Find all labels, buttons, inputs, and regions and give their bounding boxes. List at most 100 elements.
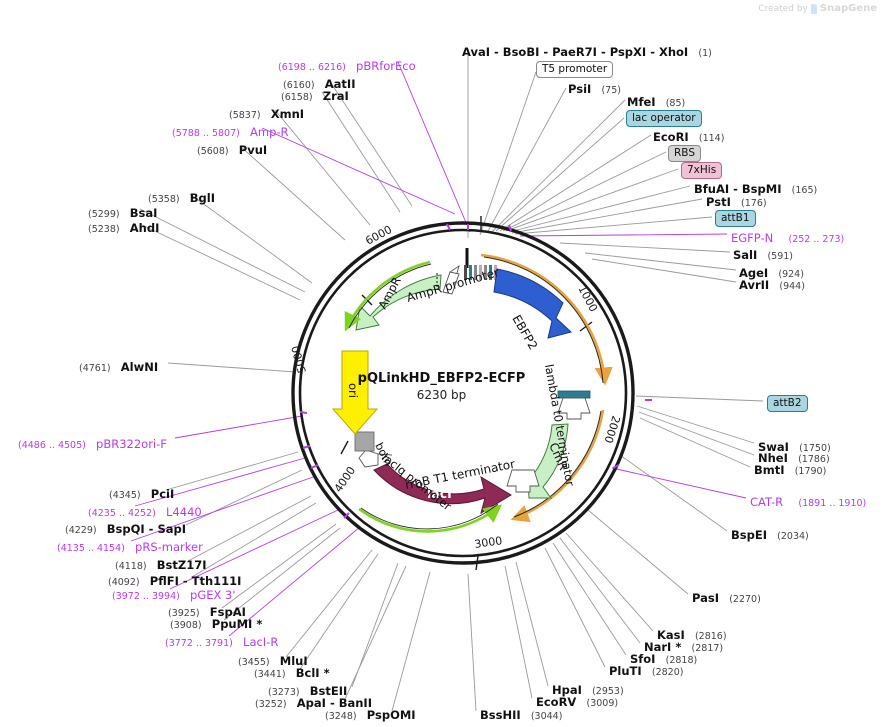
enzyme-label-xmni[interactable]: (5837) XmnI [229, 105, 304, 121]
enzyme-label-sfoi[interactable]: SfoI (2818) [630, 650, 697, 666]
enzyme-label-swai[interactable]: SwaI (1750) [758, 438, 831, 454]
leader-lines-gray [139, 52, 764, 712]
enzyme-label-nari[interactable]: NarI * (2817) [644, 638, 723, 654]
enzyme-label-hpai[interactable]: HpaI (2953) [552, 681, 624, 697]
promoter-arcs [344, 260, 503, 533]
enzyme-name: ZraI [322, 89, 349, 103]
enzyme-position: (85) [665, 98, 686, 109]
enzyme-label-bspei[interactable]: BspEI (2034) [731, 526, 809, 542]
tick-label-4000: 4000 [332, 464, 358, 494]
watermark-prefix: Created by [758, 3, 808, 14]
enzyme-label-ppumi[interactable]: (3908) PpuMI * [170, 615, 262, 631]
enzyme-name: MfeI [627, 95, 656, 109]
enzyme-name: SwaI [758, 440, 789, 454]
enzyme-label-ecorv[interactable]: EcoRV (3009) [536, 693, 618, 709]
enzyme-label-bcli[interactable]: (3441) BclI * [254, 664, 330, 680]
enzyme-label-ahdi[interactable]: (5238) AhdI [88, 219, 159, 235]
enzyme-name: AvrII [739, 278, 770, 292]
enzyme-name: BclI * [295, 666, 330, 680]
enzyme-label-avai-group[interactable]: AvaI - BsoBI - PaeR7I - PspXI - XhoI (1) [462, 43, 712, 59]
enzyme-label-psti[interactable]: PstI (176) [706, 193, 767, 209]
enzyme-label-bgli[interactable]: (5358) BglI [148, 189, 215, 205]
watermark-brand: SnapGene [819, 3, 877, 14]
chip-t5-promoter[interactable]: T5 promoter [536, 61, 614, 79]
snapgene-watermark: Created by SnapGene [758, 3, 877, 14]
feature-rrnb-terminator [506, 469, 540, 493]
enzyme-name: BfuAI - BspMI [694, 182, 782, 196]
ebfp2-label: EBFP2 [509, 313, 540, 353]
feature-label-l4440[interactable]: (4235 .. 4252) L4440 [88, 503, 202, 519]
chip-rbs[interactable]: RBS [668, 145, 701, 163]
leader-lines-purple [130, 61, 747, 637]
enzyme-label-psii[interactable]: PsiI (75) [568, 80, 621, 96]
chip-7xhis[interactable]: 7xHis [681, 162, 723, 180]
enzyme-name: PasI [692, 591, 720, 605]
enzyme-label-alwni[interactable]: (4761) AlwNI [79, 358, 158, 374]
enzyme-label-mfei[interactable]: MfeI (85) [627, 93, 685, 109]
enzyme-label-bsshii[interactable]: BssHII (3044) [480, 706, 562, 722]
enzyme-label-sali[interactable]: SalI (591) [733, 246, 793, 262]
feature-label-cat-r[interactable]: CAT-R (1891 .. 1910) [750, 493, 866, 509]
feature-name: CAT-R [750, 495, 784, 509]
feature-position: (1891 .. 1910) [798, 498, 867, 509]
enzyme-label-bmti[interactable]: BmtI (1790) [754, 461, 826, 477]
enzyme-name: BspEI [731, 528, 767, 542]
enzyme-label-bsai[interactable]: (5299) BsaI [88, 204, 157, 220]
enzyme-label-ecori[interactable]: EcoRI (114) [653, 128, 724, 144]
feature-name: L4440 [166, 505, 202, 519]
feature-label-pbrforeco[interactable]: (6198 .. 6216) pBRforEco [278, 57, 416, 73]
enzyme-name: MluI [279, 654, 308, 668]
enzyme-position: (3273) [268, 687, 300, 698]
enzyme-label-pluti[interactable]: PluTI (2820) [609, 662, 683, 678]
enzyme-label-pspomi[interactable]: (3248) PspOMI [325, 706, 416, 722]
enzyme-position: (5299) [88, 209, 120, 220]
enzyme-label-bspqi[interactable]: (4229) BspQI - SapI [65, 520, 186, 536]
enzyme-label-kasi[interactable]: KasI (2816) [657, 626, 727, 642]
chip-attb1[interactable]: attB1 [715, 210, 756, 228]
enzyme-label-pasi[interactable]: PasI (2270) [692, 589, 761, 605]
enzyme-label-mlui[interactable]: (3455) MluI [238, 652, 308, 668]
enzyme-name: EcoRV [536, 695, 577, 709]
enzyme-name: PciI [150, 487, 175, 501]
feature-label-egfp-n[interactable]: EGFP-N (252 .. 273) [731, 229, 844, 245]
enzyme-label-zrai[interactable]: (6158) ZraI [281, 87, 349, 103]
feature-label-amp-r[interactable]: (5788 .. 5807) Amp-R [172, 123, 289, 139]
enzyme-label-nhei[interactable]: NheI (1786) [758, 449, 830, 465]
enzyme-position: (1786) [798, 454, 830, 465]
enzyme-position: (3908) [170, 620, 202, 631]
enzyme-name: AatII [324, 77, 356, 91]
chip-lac-operator[interactable]: lac operator [626, 110, 702, 128]
enzyme-position: (4345) [109, 490, 141, 501]
enzyme-position: (3441) [254, 669, 286, 680]
enzyme-label-agei[interactable]: AgeI (924) [739, 264, 804, 280]
enzyme-label-bstei[interactable]: (3273) BstEII [268, 682, 347, 698]
enzyme-position: (2820) [651, 667, 684, 678]
enzyme-name: PluTI [609, 664, 642, 678]
feature-label-prs-marker[interactable]: (4135 .. 4154) pRS-marker [57, 538, 203, 554]
enzyme-label-bstz17i[interactable]: (4118) BstZ17I [115, 556, 207, 572]
enzyme-position: (924) [778, 269, 804, 280]
enzyme-label-pcii[interactable]: (4345) PciI [109, 485, 174, 501]
feature-name: pRS-marker [135, 540, 203, 554]
enzyme-position: (176) [741, 198, 767, 209]
enzyme-label-pvui[interactable]: (5608) PvuI [197, 141, 267, 157]
enzyme-label-apai[interactable]: (3252) ApaI - BanII [255, 694, 372, 710]
enzyme-label-fspai[interactable]: (3925) FspAI [168, 603, 246, 619]
enzyme-name: BssHII [480, 708, 521, 722]
enzyme-name: SalI [733, 248, 758, 262]
enzyme-name: FspAI [209, 605, 246, 619]
enzyme-position: (1790) [794, 466, 827, 477]
enzyme-name: BstEII [309, 684, 348, 698]
enzyme-position: (3455) [238, 657, 270, 668]
feature-label-pbr322ori-f[interactable]: (4486 .. 4505) pBR322ori-F [18, 435, 167, 451]
enzyme-name: NheI [758, 451, 788, 465]
feature-label-laci-r[interactable]: (3772 .. 3791) LacI-R [165, 633, 278, 649]
enzyme-position: (5238) [88, 224, 120, 235]
enzyme-label-aatii[interactable]: (6160) AatII [283, 75, 355, 91]
chip-attb2[interactable]: attB2 [767, 395, 808, 413]
enzyme-label-pflfi[interactable]: (4092) PflFI - Tth111I [108, 572, 241, 588]
enzyme-label-avrii[interactable]: AvrII (944) [739, 276, 805, 292]
enzyme-label-bfuai[interactable]: BfuAI - BspMI (165) [694, 180, 817, 196]
feature-label-pgex3[interactable]: (3972 .. 3994) pGEX 3' [112, 586, 236, 602]
